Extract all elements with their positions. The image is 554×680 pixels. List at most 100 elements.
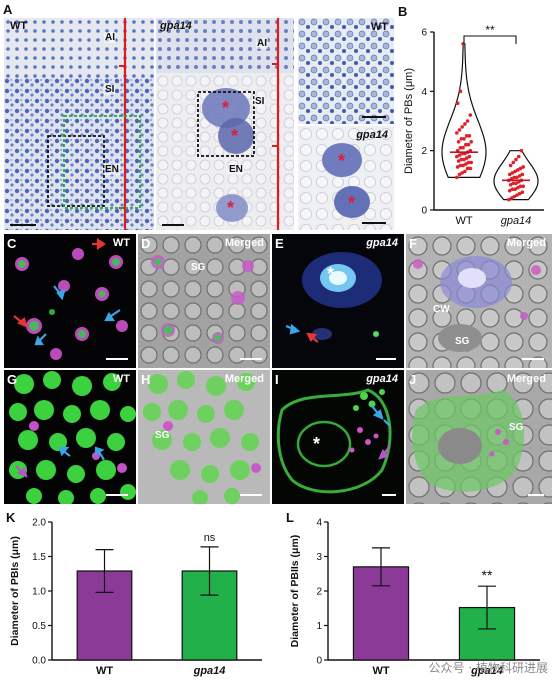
panel-a2-genotype: gpa14 bbox=[160, 20, 192, 32]
panel-c-wt-fluor: WT bbox=[4, 234, 136, 368]
data-point bbox=[462, 157, 466, 162]
data-point bbox=[459, 157, 464, 162]
data-point bbox=[516, 185, 520, 190]
scale-bar bbox=[362, 222, 386, 224]
data-point bbox=[507, 188, 512, 193]
data-point bbox=[463, 122, 467, 126]
data-point bbox=[508, 182, 513, 187]
data-point bbox=[507, 172, 512, 177]
data-point bbox=[510, 171, 515, 175]
panel-j-gpa14-merged: Merged SG bbox=[406, 370, 552, 504]
sg-label: SG bbox=[155, 430, 170, 441]
gpa14-zoom-image: * * bbox=[298, 126, 394, 230]
data-point bbox=[512, 194, 516, 199]
y-axis-label: Diameter of PBIIs (μm) bbox=[289, 535, 301, 648]
data-point bbox=[516, 154, 521, 159]
data-point bbox=[455, 165, 460, 169]
data-point bbox=[519, 148, 524, 153]
panel-label-g: G bbox=[7, 372, 18, 387]
panel-label-d: D bbox=[141, 236, 151, 251]
data-point bbox=[462, 137, 466, 141]
data-point bbox=[513, 169, 517, 174]
panel-a2-gpa14-histology: * * * gpa14 AI SI EN bbox=[156, 18, 294, 230]
data-point bbox=[467, 154, 472, 159]
panel-i-gpa14-fluor: gpa14 * bbox=[272, 370, 404, 504]
data-point bbox=[456, 139, 461, 144]
panel-label-c: C bbox=[7, 236, 17, 251]
chart-b-violin: 0 2 4 6 Diameter of PBs (μm) WT gpa14 ** bbox=[403, 23, 544, 227]
region-en-2: EN bbox=[228, 164, 244, 175]
panel-label-a: A bbox=[3, 2, 13, 17]
region-si-2: SI bbox=[254, 96, 266, 107]
data-point bbox=[521, 184, 525, 189]
y-tick-label: 1.0 bbox=[32, 587, 46, 598]
y-tick-label: 4 bbox=[421, 87, 427, 98]
gpa14-merged-green-image bbox=[406, 370, 552, 504]
panel-g-genotype: WT bbox=[112, 373, 130, 385]
y-tick-label: 0.0 bbox=[32, 656, 46, 667]
y-tick-label: 4 bbox=[316, 518, 322, 529]
data-point bbox=[455, 154, 459, 159]
violin-gpa14 bbox=[493, 150, 539, 201]
panel-c-genotype: WT bbox=[112, 237, 130, 249]
panel-d-channel: Merged bbox=[224, 237, 264, 249]
data-point bbox=[461, 145, 465, 150]
region-en: EN bbox=[104, 164, 120, 175]
data-point bbox=[520, 190, 525, 194]
scale-bar bbox=[362, 116, 386, 118]
watermark: 公众号 · 植物科研进展 bbox=[428, 661, 548, 675]
panel-label-i: I bbox=[275, 372, 279, 387]
panel-e-gpa14-fluor: gpa14 * bbox=[272, 234, 404, 368]
data-point bbox=[512, 175, 516, 180]
panel-i-genotype: gpa14 bbox=[366, 373, 398, 385]
data-point bbox=[507, 197, 511, 202]
data-point bbox=[458, 145, 463, 150]
data-point bbox=[469, 160, 473, 165]
chart-k-bar: 0.0 0.5 1.0 1.5 2.0 Diameter of PBIs (μm) WT gp… bbox=[9, 518, 262, 677]
data-point bbox=[458, 163, 463, 168]
panel-label-l: L bbox=[286, 510, 294, 525]
panel-f-channel: Merged bbox=[506, 237, 546, 249]
y-tick-label: 2 bbox=[316, 587, 322, 598]
scale-bar bbox=[106, 358, 128, 360]
y-tick-label: 2.0 bbox=[32, 518, 46, 529]
data-point bbox=[515, 193, 519, 197]
data-point bbox=[517, 191, 522, 196]
data-point bbox=[457, 172, 462, 177]
data-point bbox=[517, 174, 522, 178]
data-point bbox=[518, 184, 523, 189]
x-tick-label: gpa14 bbox=[501, 215, 532, 227]
data-point bbox=[464, 142, 468, 147]
scale-bar bbox=[240, 358, 262, 360]
panel-h-wt-merged: Merged SG bbox=[138, 370, 270, 504]
scale-bar bbox=[10, 224, 36, 226]
wt-fluor-green-image bbox=[9, 371, 136, 504]
data-point bbox=[469, 139, 473, 144]
data-point bbox=[460, 125, 464, 129]
data-point bbox=[464, 134, 469, 138]
data-point bbox=[511, 160, 516, 165]
chart-l-bar: 0 1 2 3 4 Diameter of PBIIs (μm) WT gpa14 ** bbox=[289, 518, 540, 677]
data-point bbox=[513, 187, 517, 192]
region-ai: AI bbox=[104, 32, 116, 43]
significance-label: ** bbox=[485, 23, 495, 37]
data-point bbox=[516, 168, 520, 172]
x-tick-label: gpa14 bbox=[193, 665, 226, 677]
panel-a1-genotype: WT bbox=[10, 20, 28, 32]
gpa14-fluor-green-image bbox=[276, 388, 392, 494]
region-ai-2: AI bbox=[256, 38, 268, 49]
x-tick-label: WT bbox=[96, 665, 113, 677]
x-tick-label: WT bbox=[372, 665, 389, 677]
data-point bbox=[466, 142, 471, 147]
panel-label-k: K bbox=[6, 510, 16, 525]
data-point bbox=[457, 153, 462, 157]
star-marker: * bbox=[313, 434, 321, 454]
data-point bbox=[455, 175, 459, 180]
wt-fluor-image bbox=[13, 237, 128, 360]
y-tick-label: 0.5 bbox=[32, 621, 46, 632]
data-point bbox=[520, 172, 525, 177]
panel-a3-wt-zoom: WT bbox=[298, 18, 394, 124]
significance-label: ** bbox=[482, 567, 493, 583]
cw-label: CW bbox=[433, 304, 450, 315]
y-axis-label: Diameter of PBs (μm) bbox=[403, 68, 415, 174]
